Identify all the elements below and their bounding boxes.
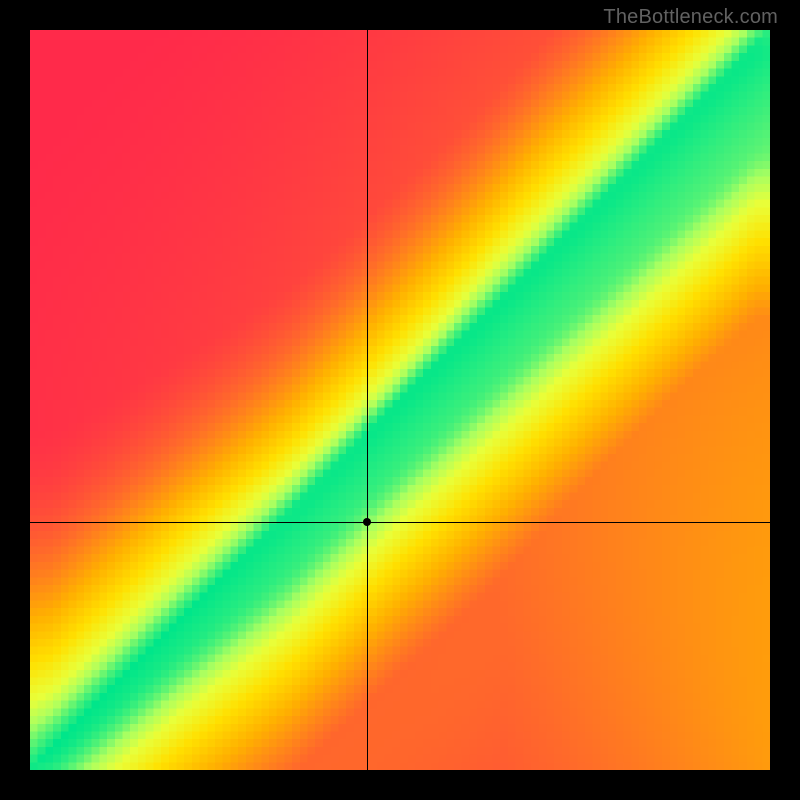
marker-dot — [363, 518, 371, 526]
watermark-label: TheBottleneck.com — [603, 6, 778, 29]
bottleneck-heatmap — [30, 30, 770, 770]
plot-area — [30, 30, 770, 770]
crosshair-horizontal — [30, 522, 770, 523]
chart-container: TheBottleneck.com — [0, 0, 800, 800]
crosshair-vertical — [367, 30, 368, 770]
